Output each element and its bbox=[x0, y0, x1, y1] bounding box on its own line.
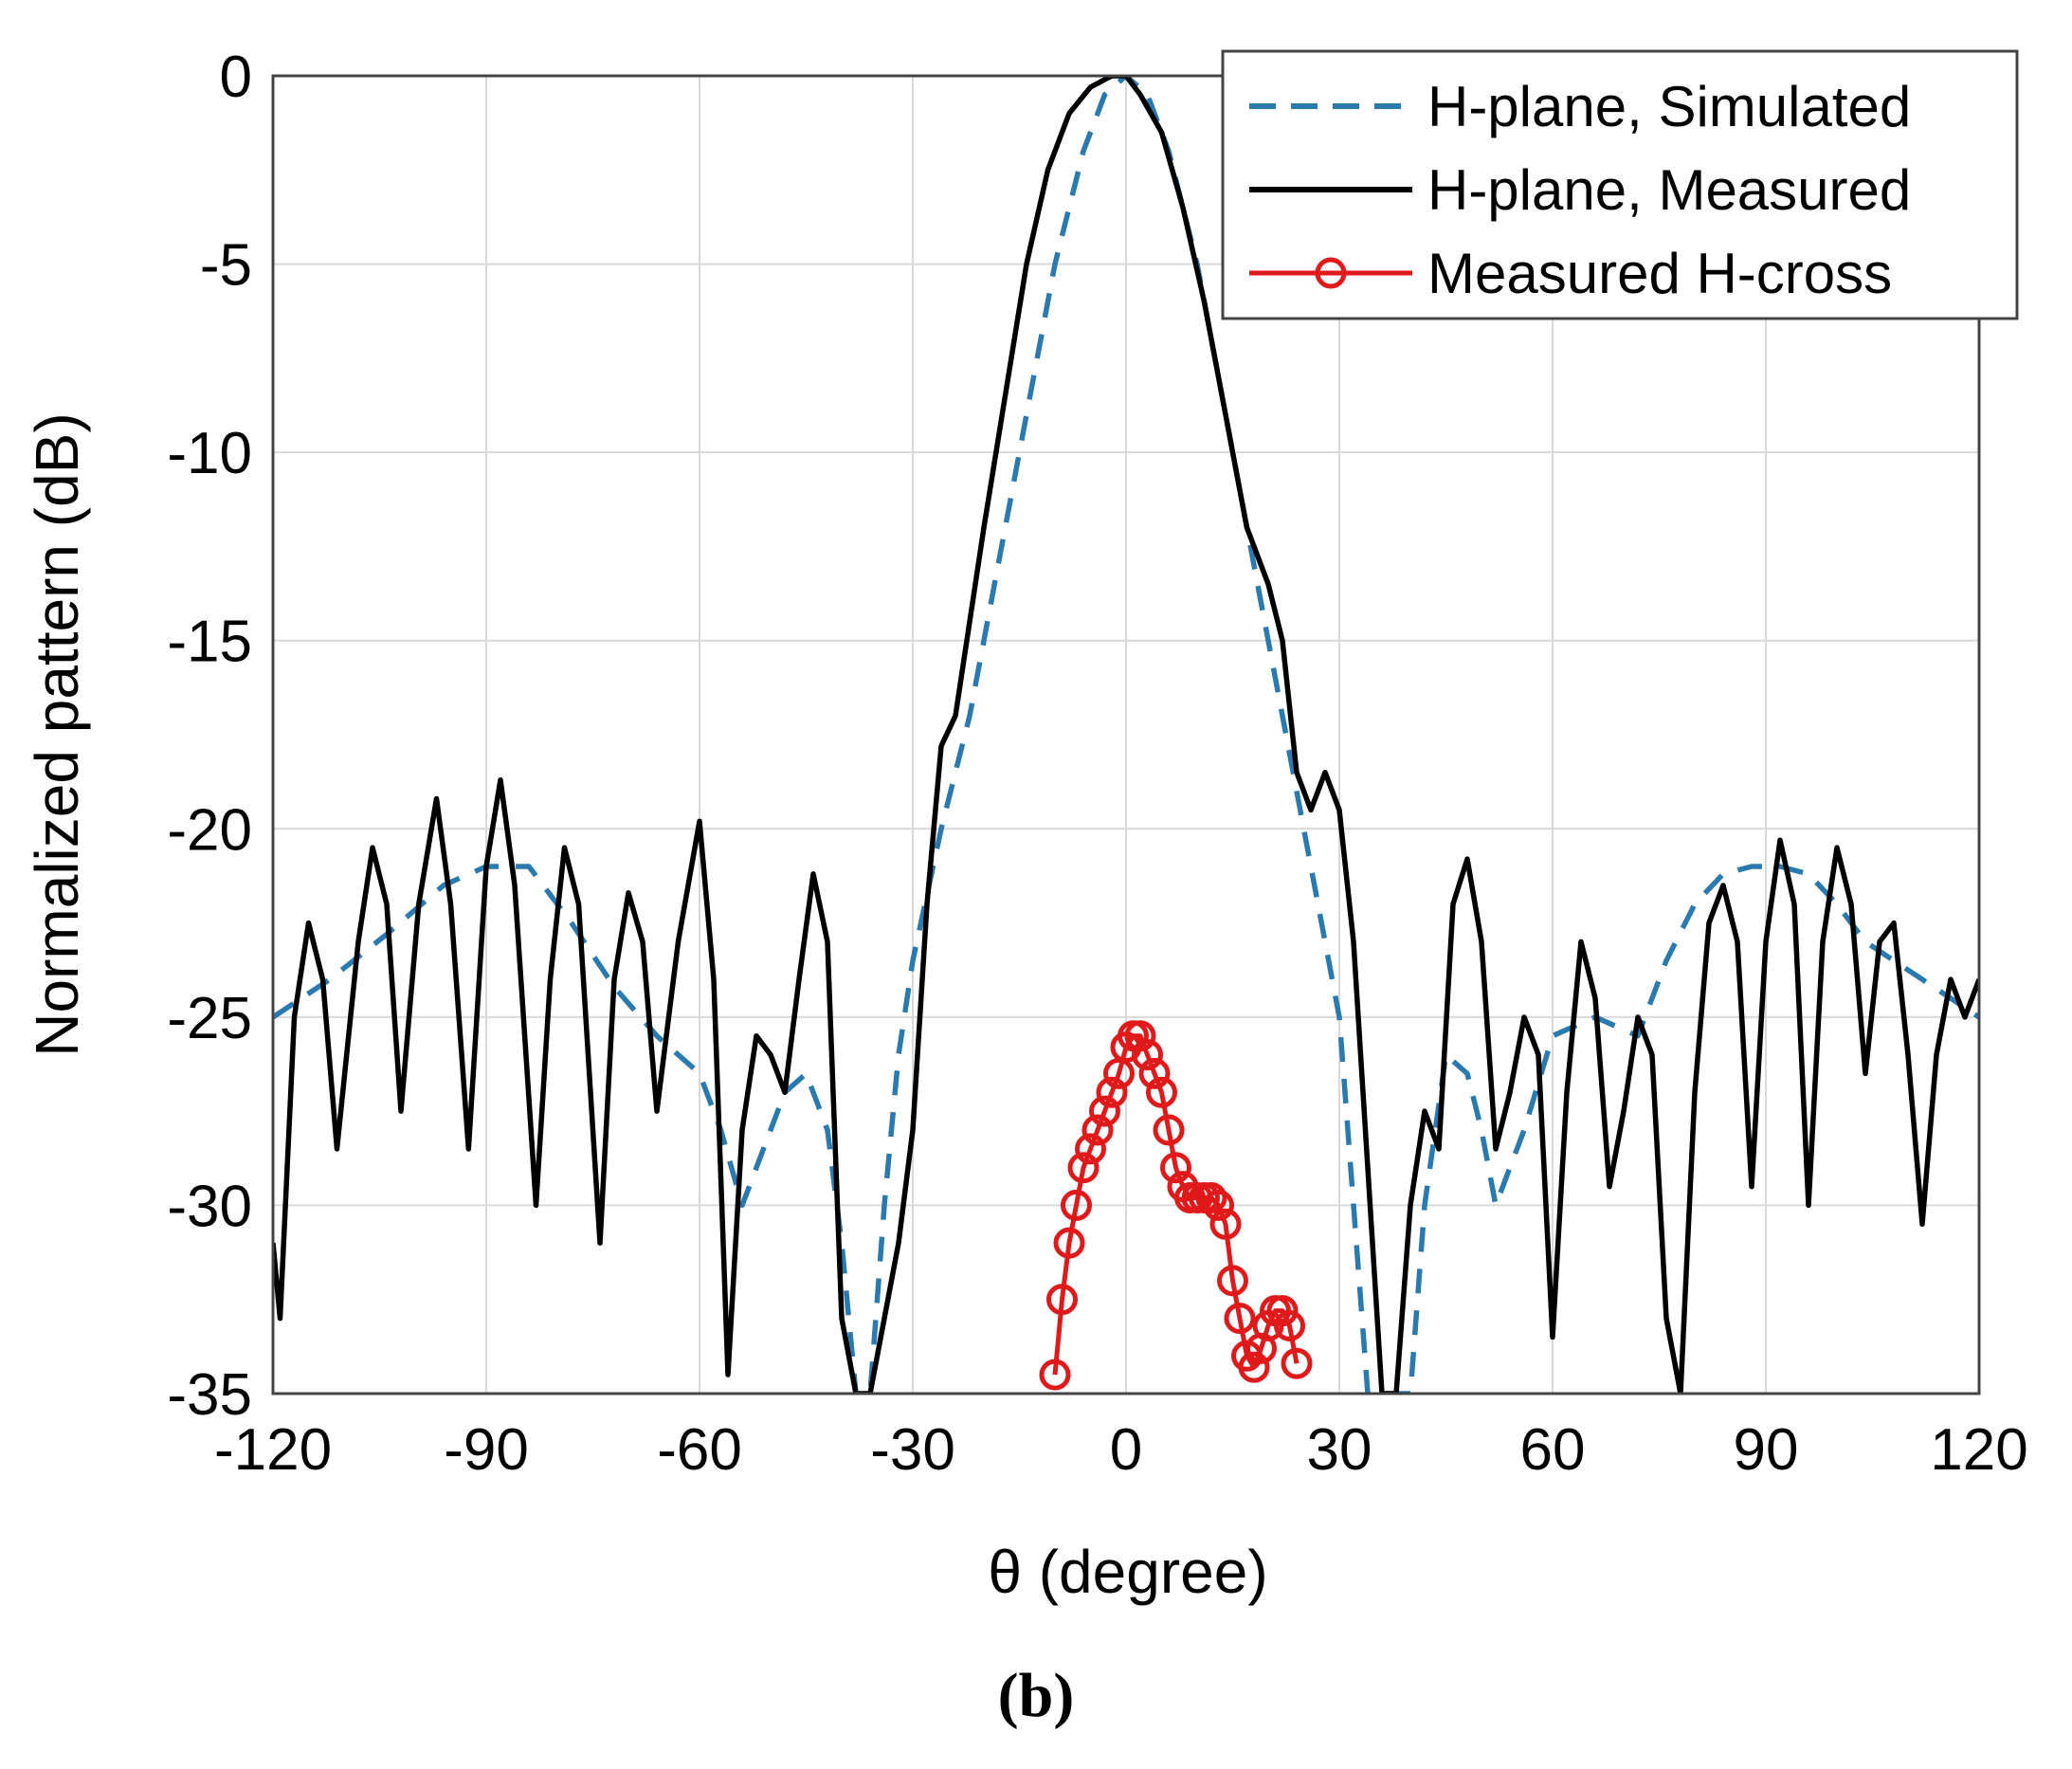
plot-frame bbox=[271, 74, 1981, 1395]
y-tick-label: -5 bbox=[200, 233, 252, 299]
data-point-measured-h-cross bbox=[1132, 1039, 1163, 1071]
y-tick-label: -20 bbox=[167, 797, 252, 863]
data-point-measured-h-cross bbox=[1046, 1284, 1078, 1316]
data-point-measured-h-cross bbox=[1039, 1359, 1071, 1391]
data-point-measured-h-cross bbox=[1266, 1295, 1299, 1327]
data-point-measured-h-cross bbox=[1238, 1351, 1270, 1383]
y-tick-label: -35 bbox=[167, 1362, 252, 1428]
y-tick-label: -25 bbox=[167, 986, 252, 1051]
y-axis-title: Normalized pattern (dB) bbox=[23, 412, 91, 1056]
panel-label: (b) bbox=[998, 1661, 1075, 1730]
y-tick-label: -30 bbox=[167, 1174, 252, 1239]
data-point-measured-h-cross bbox=[1096, 1076, 1128, 1108]
data-point-measured-h-cross bbox=[1053, 1227, 1085, 1259]
data-point-measured-h-cross bbox=[1067, 1152, 1100, 1184]
legend-label-simulated: H-plane, Simulated bbox=[1427, 75, 1911, 138]
x-axis-title: θ (degree) bbox=[988, 1538, 1267, 1606]
y-tick-label: 0 bbox=[220, 45, 252, 110]
data-point-measured-h-cross bbox=[1124, 1020, 1156, 1052]
data-point-measured-h-cross bbox=[1203, 1189, 1234, 1221]
x-tick-label: -120 bbox=[214, 1417, 332, 1483]
data-point-measured-h-cross bbox=[1075, 1133, 1106, 1165]
x-tick-label: -60 bbox=[657, 1417, 742, 1483]
data-point-measured-h-cross bbox=[1274, 1310, 1305, 1342]
data-point-measured-h-cross bbox=[1195, 1181, 1227, 1213]
legend: H-plane, Simulated H-plane, Measured Mea… bbox=[1221, 49, 2019, 320]
data-point-measured-h-cross bbox=[1224, 1303, 1256, 1335]
legend-label-measured: H-plane, Measured bbox=[1427, 158, 1911, 222]
plot-series bbox=[273, 76, 1979, 1394]
series-line-h-plane-simulated bbox=[273, 76, 1979, 1394]
data-point-measured-h-cross bbox=[1081, 1114, 1114, 1146]
y-tick-labels: 0 -5 -10 -15 -20 -25 -30 -35 bbox=[167, 45, 252, 1428]
x-tick-label: 90 bbox=[1734, 1417, 1799, 1483]
data-point-measured-h-cross bbox=[1138, 1057, 1171, 1089]
legend-marker-cross bbox=[1315, 257, 1347, 289]
data-point-measured-h-cross bbox=[1281, 1347, 1313, 1379]
series-line-h-plane-measured bbox=[273, 76, 1979, 1394]
legend-label-cross: Measured H-cross bbox=[1427, 242, 1892, 305]
x-tick-label: 0 bbox=[1110, 1417, 1142, 1483]
data-point-measured-h-cross bbox=[1061, 1189, 1092, 1221]
data-point-measured-h-cross bbox=[1153, 1114, 1185, 1146]
x-tick-label: 60 bbox=[1520, 1417, 1586, 1483]
data-point-measured-h-cross bbox=[1209, 1208, 1242, 1240]
y-tick-label: -15 bbox=[167, 610, 252, 675]
data-point-measured-h-cross bbox=[1146, 1076, 1177, 1108]
x-tick-label: 30 bbox=[1307, 1417, 1372, 1483]
data-point-measured-h-cross bbox=[1217, 1265, 1248, 1297]
x-tick-label: 120 bbox=[1930, 1417, 2027, 1483]
data-point-measured-h-cross bbox=[1160, 1152, 1191, 1184]
x-tick-label: -90 bbox=[444, 1417, 529, 1483]
data-point-measured-h-cross bbox=[1089, 1095, 1120, 1127]
y-tick-label: -10 bbox=[167, 421, 252, 486]
x-tick-label: -30 bbox=[870, 1417, 955, 1483]
x-tick-labels: -120 -90 -60 -30 0 30 60 90 120 bbox=[214, 1417, 2028, 1483]
